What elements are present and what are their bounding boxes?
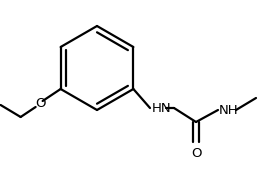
Text: NH: NH (219, 103, 239, 117)
Text: HN: HN (152, 102, 172, 115)
Text: O: O (35, 97, 46, 110)
Text: O: O (191, 147, 201, 160)
